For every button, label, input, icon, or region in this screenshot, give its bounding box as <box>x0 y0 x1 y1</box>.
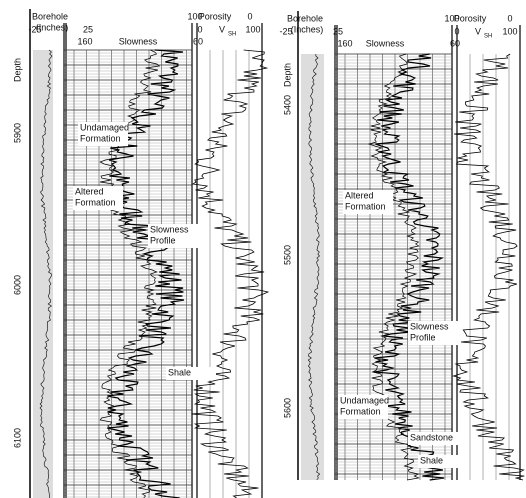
header-label: 0 <box>197 24 202 34</box>
depth-label: 6100 <box>12 428 22 448</box>
header-subscript: SH <box>484 34 492 40</box>
header-label: -25 <box>279 26 292 36</box>
annotation: Undamaged <box>80 122 129 132</box>
annotation-box <box>338 395 388 419</box>
depth-title: Depth <box>12 58 22 82</box>
depth-label: 5900 <box>12 123 22 143</box>
header-label: (Inches) <box>36 22 69 32</box>
header-label: -25 <box>28 24 41 34</box>
header-subscript: SH <box>228 32 236 38</box>
header-label: 100 <box>502 26 517 36</box>
caliper-curve <box>307 53 321 481</box>
header-label: (Inches) <box>291 24 324 34</box>
annotation-box <box>148 224 198 248</box>
vsh-curve <box>191 49 270 498</box>
vsh-curve <box>452 53 525 481</box>
header-label: 100 <box>187 11 202 21</box>
header-label: 100 <box>444 13 459 23</box>
annotation: Formation <box>345 201 386 211</box>
header-label: 60 <box>193 36 203 46</box>
header-label: Slowness <box>366 38 405 48</box>
annotation: Sandstone <box>410 432 453 442</box>
slowness-curve <box>374 53 445 481</box>
borehole-track <box>33 50 53 498</box>
annotation-box <box>73 186 123 210</box>
header-label: Porosity <box>454 13 487 23</box>
annotation-box <box>166 367 216 380</box>
annotation: Shale <box>420 455 443 465</box>
annotation: Profile <box>150 235 176 245</box>
depth-label: 5500 <box>282 245 292 265</box>
header-label: Slowness <box>119 36 158 46</box>
annotation: Shale <box>168 367 191 377</box>
header-label: 0 <box>454 26 459 36</box>
header-label: 0 <box>247 11 252 21</box>
borehole-track <box>301 54 324 480</box>
header-label: Borehole <box>32 11 68 21</box>
depth-title: Depth <box>282 63 292 87</box>
annotation-box <box>78 122 128 146</box>
header-label: 160 <box>337 38 352 48</box>
annotation-box <box>408 321 458 345</box>
depth-label: 5600 <box>282 398 292 418</box>
annotation: Altered <box>75 186 104 196</box>
header-label: Borehole <box>287 13 323 23</box>
annotation: Formation <box>75 197 116 207</box>
header-label: 25 <box>83 24 93 34</box>
header-label: 60 <box>450 38 460 48</box>
header-label: 0 <box>507 13 512 23</box>
annotation: Formation <box>80 133 121 143</box>
annotation: Profile <box>410 332 436 342</box>
caliper-curve <box>39 49 53 498</box>
annotation: Altered <box>345 190 374 200</box>
header-label: 100 <box>245 24 260 34</box>
header-label: Porosity <box>199 11 232 21</box>
annotation-box <box>343 190 393 214</box>
header-label: 160 <box>77 36 92 46</box>
annotation: Formation <box>340 406 381 416</box>
slowness-curve <box>107 49 185 498</box>
annotation: Slowness <box>150 224 189 234</box>
header-label: 25 <box>333 26 343 36</box>
header-label: V <box>219 24 225 34</box>
annotation-box <box>418 455 468 468</box>
depth-label: 5400 <box>282 95 292 115</box>
annotation-box <box>408 432 458 445</box>
depth-label: 6000 <box>12 275 22 295</box>
annotation: Undamaged <box>340 395 389 405</box>
header-label: V <box>475 26 481 36</box>
annotation: Slowness <box>410 321 449 331</box>
